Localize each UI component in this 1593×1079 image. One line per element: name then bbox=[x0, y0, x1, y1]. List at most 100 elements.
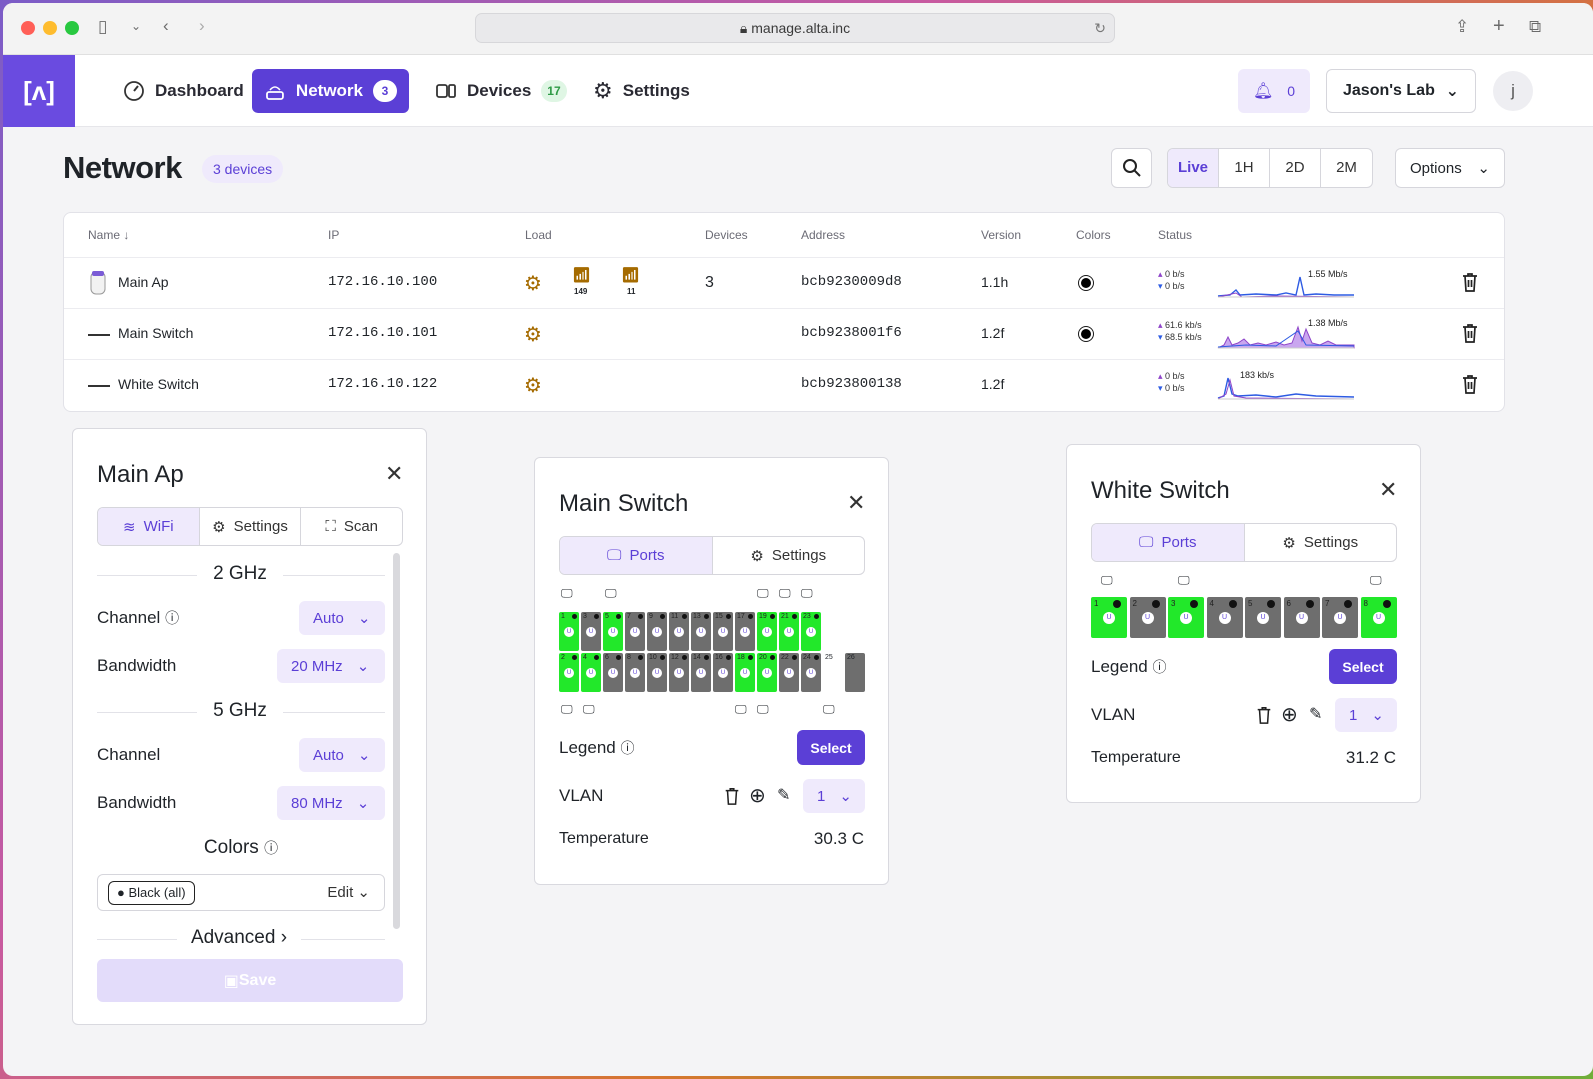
tab-ports[interactable]: 🖵︎ Ports bbox=[560, 537, 713, 574]
bandwidth-select-2ghz[interactable]: 20 MHz ⌄ bbox=[277, 649, 385, 683]
options-dropdown[interactable]: Options ⌄ bbox=[1395, 148, 1505, 188]
bandwidth-select-5ghz[interactable]: 80 MHz ⌄ bbox=[277, 786, 385, 820]
switch-port[interactable]: 10 U bbox=[647, 653, 667, 692]
switch-port[interactable]: 15 U bbox=[713, 612, 733, 651]
minimize-window-button[interactable] bbox=[43, 21, 57, 35]
trash-icon[interactable] bbox=[1460, 322, 1480, 344]
nav-devices[interactable]: Devices 17 bbox=[423, 69, 579, 113]
nav-network[interactable]: Network 3 bbox=[252, 69, 409, 113]
trash-icon[interactable] bbox=[1255, 705, 1273, 725]
site-selector[interactable]: Jason's Lab ⌄ bbox=[1326, 69, 1476, 113]
select-button[interactable]: Select bbox=[1329, 649, 1397, 684]
tab-settings[interactable]: ⚙ Settings bbox=[1245, 524, 1397, 561]
table-row[interactable]: Main Switch 172.16.10.101 ⚙ bcb9238001f6… bbox=[64, 308, 1504, 359]
switch-port[interactable]: 12 U bbox=[669, 653, 689, 692]
sfp-port[interactable]: 25 bbox=[823, 653, 843, 692]
notifications-button[interactable]: 🔔︎ 0 bbox=[1238, 69, 1310, 113]
help-icon[interactable]: ⓘ bbox=[264, 840, 279, 856]
trash-icon[interactable] bbox=[1460, 271, 1480, 293]
switch-port[interactable]: 21 U bbox=[779, 612, 799, 651]
tab-overview-icon[interactable]: ⧉ bbox=[1529, 17, 1542, 36]
sfp-port[interactable]: 26 bbox=[845, 653, 865, 692]
range-2d[interactable]: 2D bbox=[1270, 149, 1321, 187]
switch-port[interactable]: 11 U bbox=[669, 612, 689, 651]
share-icon[interactable]: ⇪ bbox=[1455, 17, 1470, 36]
address-bar[interactable]: 🔒︎ manage.alta.inc ↻ bbox=[475, 13, 1115, 43]
vlan-select[interactable]: 1 ⌄ bbox=[803, 779, 865, 813]
edit-icon[interactable]: ✎ bbox=[1309, 706, 1323, 723]
add-vlan-icon[interactable]: ⊕ bbox=[749, 785, 766, 807]
tab-settings[interactable]: ⚙ Settings bbox=[200, 508, 302, 545]
forward-icon[interactable]: › bbox=[199, 16, 205, 35]
tab-scan[interactable]: ⛶ Scan bbox=[301, 508, 402, 545]
table-row[interactable]: White Switch 172.16.10.122 ⚙ bcb92380013… bbox=[64, 359, 1504, 410]
channel-select-5ghz[interactable]: Auto ⌄ bbox=[299, 738, 385, 772]
scrollbar[interactable] bbox=[393, 553, 400, 929]
range-live[interactable]: Live bbox=[1168, 149, 1219, 187]
nav-settings[interactable]: ⚙ Settings bbox=[581, 69, 702, 113]
trash-icon[interactable] bbox=[723, 786, 741, 806]
close-window-button[interactable] bbox=[21, 21, 35, 35]
select-button[interactable]: Select bbox=[797, 730, 865, 765]
switch-port[interactable]: 14 U bbox=[691, 653, 711, 692]
col-header-name[interactable]: Name ↓ bbox=[88, 228, 129, 242]
vlan-select[interactable]: 1 ⌄ bbox=[1335, 698, 1397, 732]
edit-colors-button[interactable]: Edit ⌄ bbox=[327, 884, 370, 901]
help-icon[interactable]: ⓘ bbox=[165, 610, 180, 626]
zoom-window-button[interactable] bbox=[65, 21, 79, 35]
switch-port[interactable]: 20 U bbox=[757, 653, 777, 692]
close-icon[interactable]: ✕ bbox=[1379, 477, 1398, 502]
table-row[interactable]: Main Ap 172.16.10.100 ⚙ 📶︎ 149 📶︎ 11 3 b… bbox=[64, 257, 1504, 308]
switch-port[interactable]: 22 U bbox=[779, 653, 799, 692]
add-vlan-icon[interactable]: ⊕ bbox=[1281, 704, 1298, 726]
advanced-toggle[interactable]: Advanced › bbox=[177, 927, 301, 949]
trash-icon[interactable] bbox=[1460, 373, 1480, 395]
close-icon[interactable]: ✕ bbox=[847, 490, 866, 515]
switch-port[interactable]: 13 U bbox=[691, 612, 711, 651]
back-icon[interactable]: ‹ bbox=[163, 16, 169, 35]
tab-wifi[interactable]: ≋ WiFi bbox=[98, 508, 200, 545]
alta-logo[interactable]: [ʌ] bbox=[3, 55, 75, 127]
search-button[interactable] bbox=[1111, 148, 1152, 188]
switch-port[interactable]: 19 U bbox=[757, 612, 777, 651]
tab-settings[interactable]: ⚙ Settings bbox=[713, 537, 865, 574]
help-icon[interactable]: ⓘ bbox=[1152, 659, 1167, 675]
range-2m[interactable]: 2M bbox=[1336, 159, 1357, 176]
reload-icon[interactable]: ↻ bbox=[1094, 20, 1106, 36]
chevron-down-icon[interactable]: ⌄ bbox=[131, 19, 142, 33]
tab-ports[interactable]: 🖵︎ Ports bbox=[1092, 524, 1245, 561]
colors-field[interactable]: ● Black (all) Edit ⌄ bbox=[97, 874, 385, 911]
switch-port[interactable]: 23 U bbox=[801, 612, 821, 651]
close-icon[interactable]: ✕ bbox=[385, 461, 404, 486]
sidebar-toggle-icon[interactable]: ▯ bbox=[98, 17, 108, 36]
avatar[interactable]: j bbox=[1493, 71, 1533, 111]
help-icon[interactable]: ⓘ bbox=[620, 740, 635, 756]
range-1h[interactable]: 1H bbox=[1219, 149, 1270, 187]
switch-port[interactable]: 24 U bbox=[801, 653, 821, 692]
nav-dashboard[interactable]: Dashboard bbox=[111, 69, 256, 113]
switch-port[interactable]: 16 U bbox=[713, 653, 733, 692]
edit-icon[interactable]: ✎ bbox=[777, 787, 791, 804]
channel-select-2ghz[interactable]: Auto ⌄ bbox=[299, 601, 385, 635]
new-tab-icon[interactable]: + bbox=[1493, 15, 1505, 37]
switch-port[interactable]: 17 U bbox=[735, 612, 755, 651]
switch-port[interactable]: 18 U bbox=[735, 653, 755, 692]
save-button[interactable]: ▣ Save bbox=[97, 959, 403, 1002]
